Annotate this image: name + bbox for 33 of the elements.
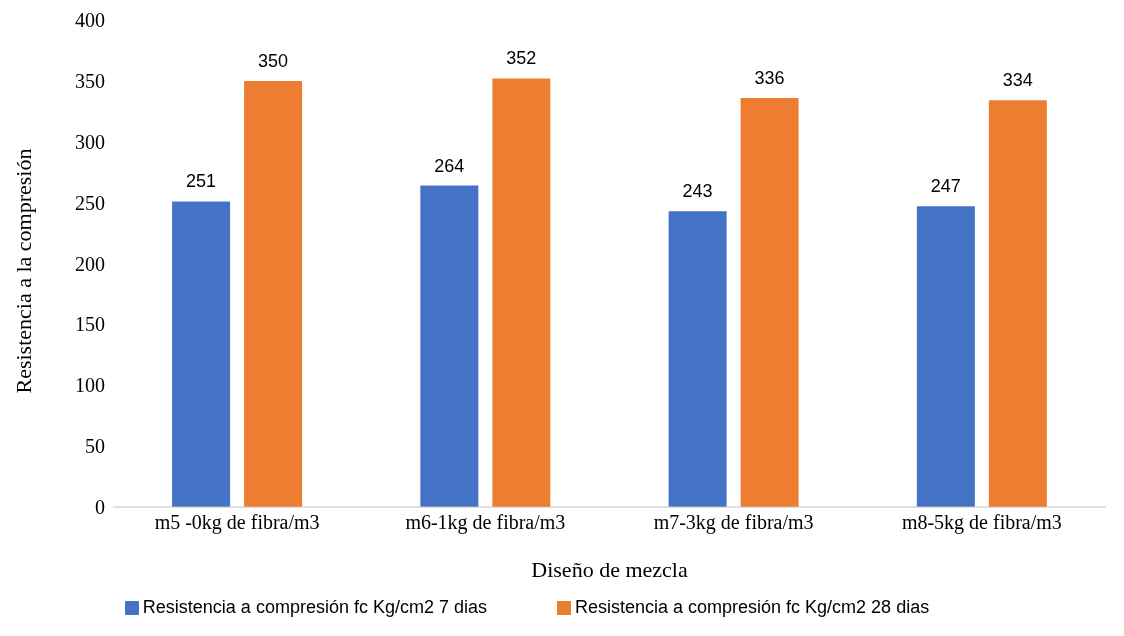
- x-axis-title: Diseño de mezcla: [531, 557, 688, 582]
- data-label: 334: [1002, 70, 1033, 91]
- x-tick-label: m7-3kg de fibra/m3: [653, 511, 814, 535]
- y-tick-label: 250: [75, 191, 105, 214]
- y-tick-label: 150: [75, 313, 105, 336]
- x-tick-label: m6-1kg de fibra/m3: [405, 511, 566, 535]
- x-tick-label: m8-5kg de fibra/m3: [901, 511, 1062, 535]
- y-tick-label: 350: [75, 69, 105, 92]
- data-label: 264: [434, 155, 465, 176]
- y-tick-label: 200: [75, 252, 105, 275]
- bar: [668, 211, 727, 507]
- y-tick-label: 0: [95, 496, 105, 519]
- data-label: 350: [258, 50, 289, 71]
- bar: [492, 78, 551, 507]
- data-label: 336: [754, 67, 785, 88]
- data-label: 247: [930, 176, 961, 197]
- bar: [420, 185, 479, 507]
- y-tick-label: 400: [75, 9, 105, 32]
- bar: [740, 97, 799, 507]
- bar: [172, 201, 231, 507]
- legend-label: Resistencia a compresión fc Kg/cm2 7 dias: [142, 597, 487, 617]
- y-tick-label: 50: [85, 435, 105, 458]
- bar: [244, 80, 303, 507]
- data-label: 352: [506, 48, 537, 69]
- data-label: 251: [186, 171, 217, 192]
- legend-label: Resistencia a compresión fc Kg/cm2 28 dias: [574, 597, 930, 617]
- x-tick-label: m5 -0kg de fibra/m3: [154, 511, 320, 535]
- bar: [988, 100, 1047, 507]
- data-label: 243: [682, 181, 713, 202]
- y-tick-label: 100: [75, 374, 105, 397]
- y-axis-title: Resistencia a la compresión: [10, 148, 36, 394]
- y-tick-label: 300: [75, 130, 105, 153]
- bar: [916, 206, 975, 507]
